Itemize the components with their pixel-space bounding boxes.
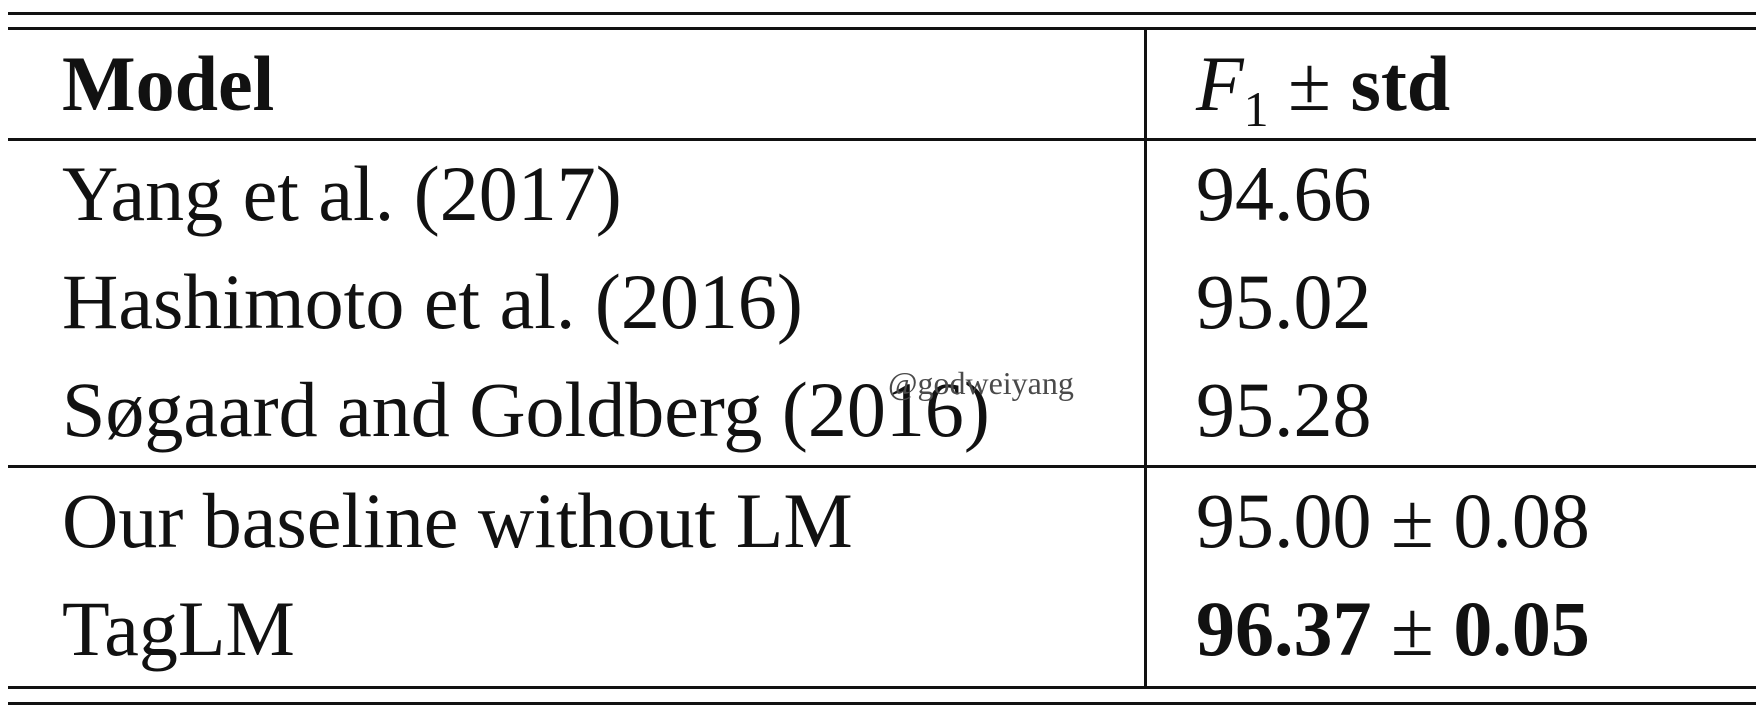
score-value-best: 96.37 <box>1196 585 1372 672</box>
table-row-score: 95.00 ± 0.08 <box>1196 482 1590 560</box>
column-separator <box>1144 29 1147 687</box>
table-row-model: Our baseline without LM <box>62 477 853 564</box>
table-row-score: 94.66 <box>1196 150 1372 237</box>
score-pm: ± <box>1391 585 1434 672</box>
top-rule-inner <box>8 27 1756 30</box>
f1-symbol: F <box>1196 40 1244 127</box>
score-value: 95.00 <box>1196 477 1372 564</box>
header-model: Model <box>62 40 275 127</box>
header-rule <box>8 138 1756 141</box>
header-pm: ± <box>1288 40 1331 127</box>
table-row-model: Hashimoto et al. (2016) <box>62 258 803 345</box>
group-rule <box>8 465 1756 468</box>
table-row-model: Yang et al. (2017) <box>62 150 622 237</box>
header-std: std <box>1350 40 1451 127</box>
table-row-model: Søgaard and Goldberg (2016) <box>62 366 990 453</box>
table-row-score: 95.02 <box>1196 258 1372 345</box>
top-rule-outer <box>8 12 1756 15</box>
table-row-model: TagLM <box>62 585 295 672</box>
header-f1-std: F1 ± std <box>1196 45 1450 135</box>
f1-subscript: 1 <box>1243 81 1269 137</box>
bottom-rule-outer <box>8 702 1756 705</box>
watermark: @godweiyang <box>888 365 1074 401</box>
score-std: 0.08 <box>1453 477 1590 564</box>
score-pm: ± <box>1391 477 1434 564</box>
table-row-score: 95.28 <box>1196 366 1372 453</box>
bottom-rule-inner <box>8 686 1756 689</box>
score-std-best: 0.05 <box>1453 585 1590 672</box>
table-row-score: 96.37 ± 0.05 <box>1196 590 1590 668</box>
